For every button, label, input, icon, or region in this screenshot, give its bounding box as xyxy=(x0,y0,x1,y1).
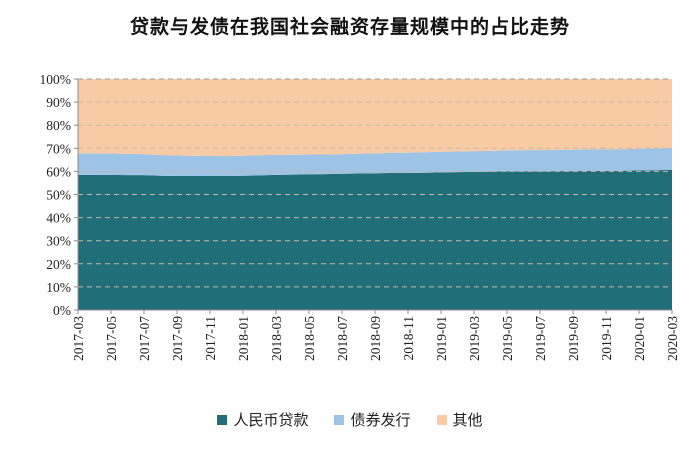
y-tick-label: 80% xyxy=(46,118,71,133)
legend-label-other: 其他 xyxy=(452,411,483,429)
x-tick-label: 2018-11 xyxy=(401,316,416,361)
legend-item-loans: 人民币贷款 xyxy=(217,409,308,430)
y-tick-label: 30% xyxy=(46,234,71,249)
x-tick-label: 2019-03 xyxy=(467,316,482,361)
legend-item-bonds: 债券发行 xyxy=(334,409,411,430)
area-loans xyxy=(78,169,672,310)
x-tick-label: 2018-01 xyxy=(236,316,251,361)
legend: 人民币贷款 债券发行 其他 xyxy=(0,409,700,430)
x-tick-label: 2017-05 xyxy=(104,316,119,361)
y-tick-label: 50% xyxy=(46,188,71,203)
x-tick-label: 2019-07 xyxy=(533,316,548,361)
y-tick-label: 100% xyxy=(40,72,72,87)
y-tick-labels: 0% 10% 20% 30% 40% 50% 60% 70% 80% 90% 100% xyxy=(40,72,78,318)
area-bonds xyxy=(78,147,672,177)
x-tick-label: 2020-01 xyxy=(632,316,647,361)
x-tick-label: 2018-09 xyxy=(368,316,383,361)
x-tick-label: 2017-07 xyxy=(137,316,152,361)
y-tick-label: 20% xyxy=(46,257,71,272)
legend-label-bonds: 债券发行 xyxy=(350,411,411,429)
y-tick-label: 10% xyxy=(46,280,71,295)
y-tick-label: 0% xyxy=(53,303,71,318)
legend-label-loans: 人民币贷款 xyxy=(233,411,309,429)
x-tick-label: 2019-05 xyxy=(500,316,515,361)
y-tick-label: 70% xyxy=(46,141,71,156)
legend-swatch-bonds xyxy=(334,414,345,425)
legend-swatch-loans xyxy=(217,414,228,425)
x-tick-labels: 2017-03 2017-05 2017-07 2017-09 2017-11 2018-… xyxy=(71,310,680,361)
x-tick-label: 2019-01 xyxy=(434,316,449,361)
x-tick-label: 2017-03 xyxy=(71,316,86,361)
chart-title: 贷款与发债在我国社会融资存量规模中的占比走势 xyxy=(129,16,570,38)
y-tick-label: 60% xyxy=(46,164,71,179)
y-tick-label: 90% xyxy=(46,95,71,110)
x-tick-label: 2019-11 xyxy=(599,316,614,361)
legend-item-other: 其他 xyxy=(436,409,483,430)
x-tick-label: 2017-11 xyxy=(203,316,218,361)
x-tick-label: 2017-09 xyxy=(170,316,185,361)
x-tick-label: 2018-07 xyxy=(335,316,350,361)
area-other xyxy=(78,79,672,157)
y-tick-label: 40% xyxy=(46,211,71,226)
x-tick-label: 2019-09 xyxy=(566,316,581,361)
x-tick-label: 2018-05 xyxy=(302,316,317,361)
x-tick-label: 2018-03 xyxy=(269,316,284,361)
legend-swatch-other xyxy=(436,414,447,425)
series-areas xyxy=(78,79,672,310)
gridlines xyxy=(78,78,672,288)
x-tick-label: 2020-03 xyxy=(665,316,680,361)
